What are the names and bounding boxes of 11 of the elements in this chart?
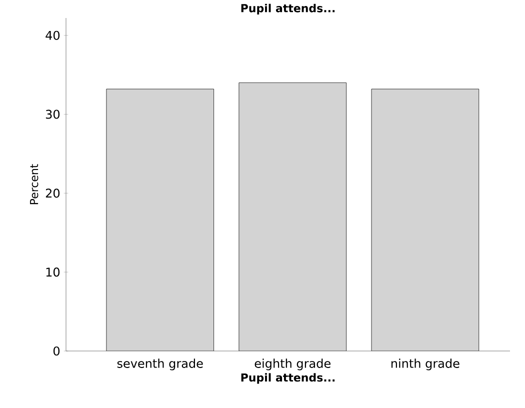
y-tick-label: 0 — [53, 346, 60, 356]
x-axis-title: Pupil attends... — [241, 373, 335, 384]
y-tick-label: 30 — [46, 110, 60, 119]
chart-title: Pupil attends... — [241, 4, 335, 14]
x-tick-label: ninth grade — [391, 358, 460, 370]
y-tick-label: 40 — [46, 30, 60, 40]
x-tick-label: seventh grade — [117, 358, 203, 370]
y-tick-label: 20 — [46, 188, 60, 198]
y-tick-label: 10 — [46, 268, 60, 277]
x-tick-label: eighth grade — [254, 358, 330, 370]
y-axis-title: Percent — [30, 164, 38, 204]
